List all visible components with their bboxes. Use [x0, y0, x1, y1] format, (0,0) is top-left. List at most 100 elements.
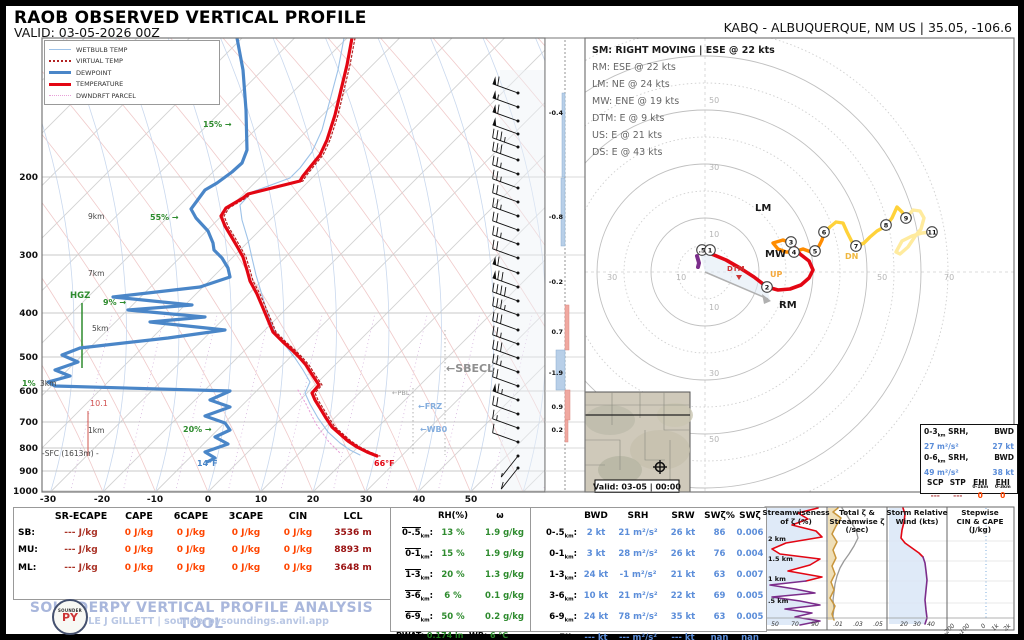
warm-advection-bar: [564, 419, 569, 443]
pressure-axis-label: 500: [19, 353, 38, 363]
barb-staff: [492, 83, 519, 94]
kinematics-value: 0.005: [736, 590, 764, 601]
isotherm-line: [260, 206, 545, 492]
barb-staff: [492, 390, 519, 401]
kinematics-value: 21 m²/s²: [618, 528, 658, 539]
height-marker: [926, 226, 938, 238]
panel-tick-label: 70: [791, 621, 799, 628]
skewt-plot-area: [42, 38, 545, 492]
srh-0-3-values: 27 m²/s² 27 kt: [924, 442, 1014, 451]
dry-adiabat-line: [42, 277, 156, 492]
hodograph-trace-segment: [894, 208, 934, 256]
kinematics-header: BWD: [584, 511, 608, 521]
storm-motion-line: DTM: E @ 9 kts: [592, 113, 665, 124]
barb-staff: [492, 124, 519, 135]
layer-unit: km: [564, 596, 574, 603]
panel-line: [771, 507, 823, 582]
thermo-value: --- J/kg: [64, 528, 98, 539]
kinematics-value: 24 kt: [583, 611, 609, 622]
height-marker-label: 1: [708, 246, 713, 254]
pressure-axis-label: 1000: [13, 487, 38, 497]
barb-full: [492, 367, 495, 377]
inset-map: Valid: 03-05 | 00:00: [584, 391, 693, 493]
moist-adiabat-line: [42, 122, 75, 492]
barb-full: [492, 211, 495, 221]
table-row: 3-6km: 6 % 0.1 g/kg: [391, 588, 531, 609]
barb-staff: [492, 206, 519, 217]
thermo-value: 0 J/kg: [176, 562, 206, 573]
hodo-ring-label: 10: [709, 230, 719, 239]
thermo-value: 0 J/kg: [176, 528, 206, 539]
legend-item: TEMPERATURE: [49, 79, 215, 91]
dry-adiabat-line: [222, 38, 524, 492]
barb-pennant: [492, 256, 497, 266]
skewt-annotation: ←FRZ: [418, 402, 442, 411]
kinematics-value: 0.004: [736, 549, 764, 560]
panel-tick-label: 2k: [1002, 622, 1012, 632]
barb-full: [492, 225, 495, 235]
barb-full: [497, 104, 500, 114]
barb-staff: [492, 277, 519, 288]
barb-full: [504, 286, 507, 297]
isotherm-line: [102, 49, 545, 492]
barb-staff: [492, 334, 519, 345]
layer-label: 1-3km:: [549, 569, 577, 582]
kinematics-value: 0.006: [736, 528, 764, 539]
thermo-value: 0 J/kg: [283, 562, 313, 573]
storm-motion-line: US: E @ 21 kts: [592, 130, 663, 141]
layer-unit: km: [564, 617, 574, 624]
kinematics-value: nan: [710, 632, 729, 640]
thermo-value: 0 J/kg: [124, 528, 154, 539]
layer-range: 1-3: [549, 569, 565, 580]
map-terrain-patch: [585, 405, 635, 435]
barb-full: [496, 171, 499, 181]
barb-staff: [492, 376, 519, 387]
kinematics-header-row: BWD SRH SRW SWζ% SWζ: [531, 508, 766, 525]
barb-staff: [492, 178, 519, 189]
barb-staff: [492, 291, 519, 302]
layer-range: 0-.5: [402, 527, 421, 539]
barb-full: [496, 369, 499, 379]
legend-item: VIRTUAL TEMP: [49, 56, 215, 68]
composite-indices: SCP --- STP --- EHI 0-1km 0 EHI 0-3km 0: [927, 478, 1011, 500]
hodo-ring: [585, 38, 949, 492]
pressure-axis-label: 900: [19, 467, 38, 477]
isotherm-line: [155, 101, 545, 492]
skewt-annotation: ←PBL: [392, 389, 410, 397]
dry-adiabat-line: [42, 202, 209, 492]
hodo-ring-label: 30: [709, 163, 719, 172]
advection-value: -0.4: [549, 109, 564, 117]
panel-title: Total ζ &: [839, 508, 875, 517]
temp-axis-label: 30: [360, 495, 373, 505]
panel-tick-label: 30: [913, 621, 921, 628]
panel-tick-label: 20: [900, 621, 908, 628]
skewt-annotation: ←SBECL: [446, 362, 494, 375]
row-label: ML:: [18, 562, 37, 573]
cold-advection-bar: [555, 349, 566, 391]
right-shade: [500, 70, 545, 490]
skewt-annotation: HGZ: [70, 291, 90, 301]
barb-staff: [492, 248, 519, 259]
height-label: 3km: [40, 379, 56, 388]
srh-summary-box: 0-3km SRH, BWD 27 m²/s² 27 kt 0-6km SRH, …: [920, 424, 1018, 499]
height-marker-label: 2: [765, 283, 770, 291]
thermo-value: 0 J/kg: [283, 545, 313, 556]
isotherm-line: [207, 154, 545, 492]
thermodynamics-table: SR-ECAPE CAPE 6CAPE 3CAPE CIN LCL SB: --- J/kg 0…: [13, 507, 392, 600]
panel-tick-label: 90: [811, 621, 819, 628]
temp-axis-label: -30: [40, 495, 56, 505]
kinematics-value: nan: [741, 632, 759, 640]
barb-staff: [492, 320, 519, 331]
layer-range: 6-9: [405, 610, 421, 622]
barb-full: [492, 183, 495, 193]
hodo-ring: [585, 55, 922, 489]
skewt-annotation: 15% →: [203, 120, 232, 129]
temp-axis-label: -20: [94, 495, 110, 505]
height-marker: [818, 226, 830, 238]
footer-title: SOUNDERPY VERTICAL PROFILE ANALYSIS TOOL: [29, 600, 374, 632]
barb-staff: [492, 220, 519, 231]
barb-full: [492, 128, 495, 138]
storm-motion-line: SM: RIGHT MOVING | ESE @ 22 kts: [592, 45, 775, 56]
panel-height-label: 2 km: [768, 535, 786, 543]
